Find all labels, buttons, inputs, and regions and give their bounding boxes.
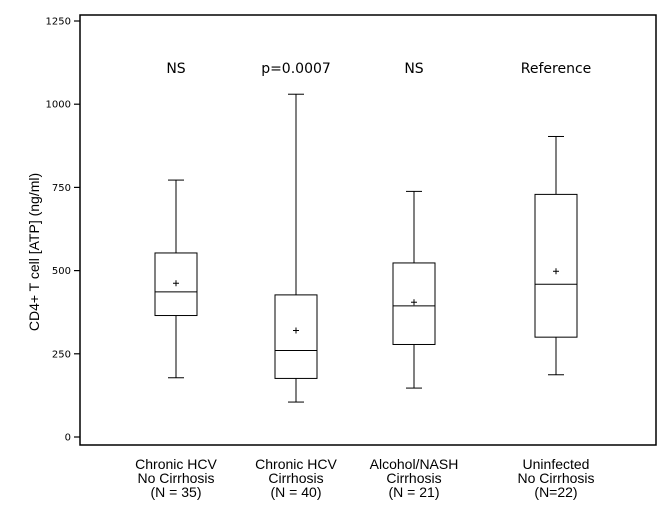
x-category-label: (N = 35) <box>151 484 202 500</box>
group-annotation: p=0.0007 <box>261 61 331 77</box>
group-annotation: NS <box>166 61 185 77</box>
y-tick-label: 750 <box>52 183 71 194</box>
y-tick-label: 1250 <box>46 17 71 28</box>
box <box>534 193 578 338</box>
y-tick-label: 0 <box>65 433 71 444</box>
x-category-label: (N=22) <box>534 484 577 500</box>
x-category-label: Chronic HCV <box>255 456 337 472</box>
box-group <box>534 135 578 376</box>
axes: 0 250 500 750 1000 1250 <box>46 14 657 446</box>
x-category-label: Chronic HCV <box>135 456 217 472</box>
x-category-label: Uninfected <box>523 456 590 472</box>
box-group <box>274 93 318 403</box>
x-category-label: Cirrhosis <box>386 470 441 486</box>
box-group <box>392 190 436 389</box>
y-tick-label: 250 <box>52 349 71 360</box>
x-category-label: Cirrhosis <box>268 470 323 486</box>
plot-frame <box>79 14 657 446</box>
x-category-label: No Cirrhosis <box>517 470 594 486</box>
x-category-label: (N = 40) <box>271 484 322 500</box>
x-category-label: Alcohol/NASH <box>370 456 459 472</box>
box-group <box>154 179 198 379</box>
box <box>274 294 318 379</box>
group-annotation: Reference <box>521 61 592 77</box>
box <box>392 262 436 345</box>
y-tick-label: 1000 <box>46 100 71 111</box>
box-marks <box>154 93 578 403</box>
x-category-label: No Cirrhosis <box>137 470 214 486</box>
y-tick-label: 500 <box>52 266 71 277</box>
x-category-label: (N = 21) <box>389 484 440 500</box>
box <box>154 252 198 317</box>
group-annotation: NS <box>404 61 423 77</box>
y-axis-label: CD4+ T cell [ATP] (ng/ml) <box>26 173 42 331</box>
